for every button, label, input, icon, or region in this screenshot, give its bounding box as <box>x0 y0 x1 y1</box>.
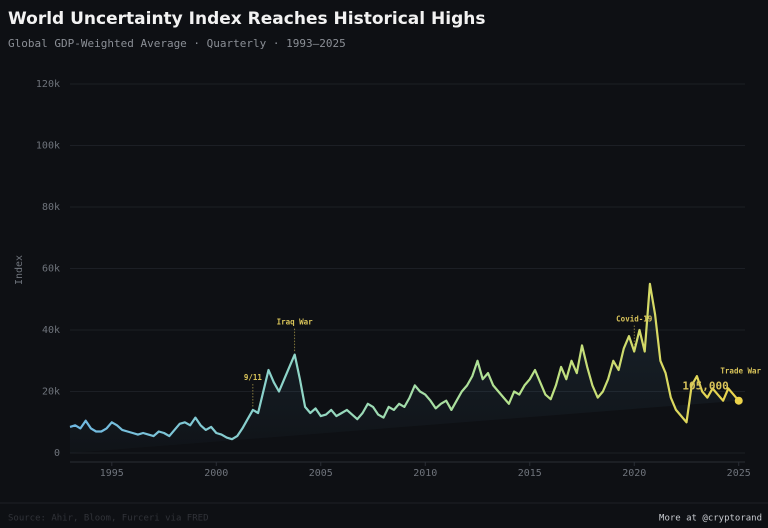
y-tick-label: 0 <box>54 448 60 459</box>
chart-subtitle: Global GDP-Weighted Average · Quarterly … <box>8 37 346 50</box>
line <box>69 282 740 441</box>
x-tick-label: 2010 <box>413 468 437 479</box>
annotation-label: Trade War <box>720 367 761 376</box>
annotation-label: 9/11 <box>244 373 263 382</box>
x-tick-label: 2020 <box>622 468 646 479</box>
y-axis-label: Index <box>14 255 25 285</box>
point-marker <box>734 396 743 405</box>
y-tick-label: 20k <box>42 387 60 398</box>
x-tick-label: 2025 <box>727 468 751 479</box>
footer: More at @cryptorand <box>659 514 762 524</box>
y-tick-label: 120k <box>36 79 60 90</box>
x-tick-label: 2000 <box>204 468 228 479</box>
y-tick-label: 40k <box>42 325 60 336</box>
value-label: 105,000 <box>682 380 728 393</box>
y-tick-label: 100k <box>36 141 60 152</box>
source: Source: Ahir, Bloom, Furceri via FRED <box>8 514 208 524</box>
area <box>70 283 739 453</box>
y-tick-label: 80k <box>42 202 60 213</box>
chart-title: World Uncertainty Index Reaches Historic… <box>8 9 485 29</box>
annotation-label: Covid-19 <box>616 315 653 324</box>
y-tick-label: 60k <box>42 264 60 275</box>
x-tick-label: 2005 <box>309 468 333 479</box>
x-tick-label: 2015 <box>518 468 542 479</box>
x-tick-label: 1995 <box>100 468 124 479</box>
annotation-label: Iraq War <box>277 318 314 327</box>
